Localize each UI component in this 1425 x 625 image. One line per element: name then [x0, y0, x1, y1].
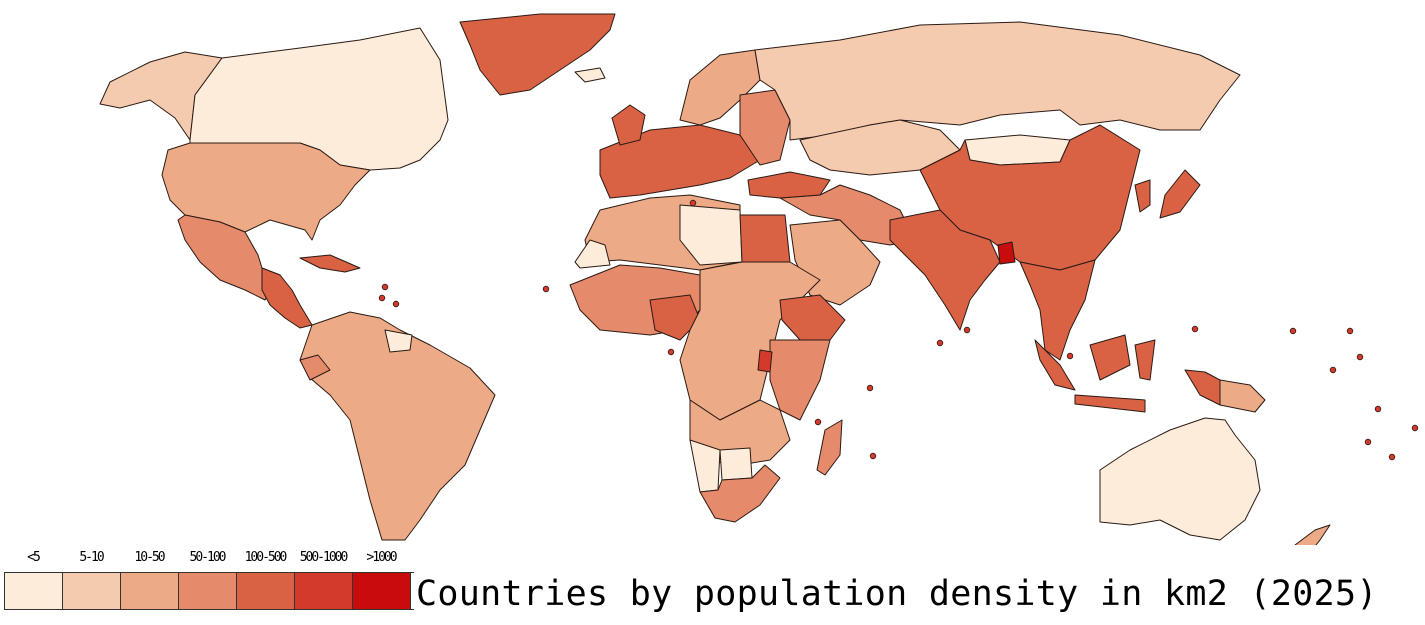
- island-dot: [1289, 327, 1297, 335]
- region-botswana: [719, 447, 753, 481]
- island-dot: [542, 285, 550, 293]
- region-mongolia: [964, 134, 1071, 166]
- legend-label-gt1000: >1000: [366, 550, 397, 565]
- region-east-africa: [769, 339, 831, 421]
- region-new-zealand: [1294, 524, 1331, 545]
- region-central-america: [261, 267, 313, 329]
- region-egypt: [739, 214, 791, 263]
- legend-label-10-50: 10-50: [134, 550, 165, 565]
- island-dot: [689, 199, 697, 207]
- region-bangladesh: [997, 241, 1016, 265]
- region-western-europe: [599, 124, 761, 199]
- region-southeast-asia: [1019, 259, 1096, 361]
- region-turkey: [747, 171, 831, 199]
- legend-swatch-lt5: [5, 573, 63, 609]
- island-dot: [381, 283, 389, 291]
- island-dot: [1364, 438, 1372, 446]
- legend-label-100-500: 100-500: [244, 550, 288, 565]
- region-mexico: [177, 214, 281, 301]
- region-australia: [1099, 417, 1261, 541]
- island-dot: [963, 326, 971, 334]
- legend-swatch-10-50: [121, 573, 179, 609]
- region-rwanda-and-burundi: [757, 349, 773, 373]
- region-iceland: [574, 67, 606, 83]
- world-map: [99, 13, 1419, 545]
- legend-swatch-50-100: [179, 573, 237, 609]
- island-dot: [936, 339, 944, 347]
- legend-swatch-500-1000: [295, 573, 353, 609]
- legend-swatch-gt1000: [353, 573, 411, 609]
- island-dot: [1329, 366, 1337, 374]
- island-dot: [1191, 325, 1199, 333]
- island-dot: [869, 452, 877, 460]
- island-dot: [866, 384, 874, 392]
- island-dot: [392, 300, 400, 308]
- region-united-states: [161, 142, 371, 241]
- island-dot: [1388, 453, 1396, 461]
- island-dot: [1066, 352, 1074, 360]
- legend-swatch-100-500: [237, 573, 295, 609]
- region-united-kingdom: [611, 104, 646, 146]
- region-south-america: [299, 311, 496, 541]
- island-dot: [1356, 353, 1364, 361]
- island-dot: [378, 294, 386, 302]
- island-dot: [1346, 327, 1354, 335]
- legend-swatch-5-10: [63, 573, 121, 609]
- legend-label-500-1000: 500-1000: [299, 550, 349, 565]
- legend-labels: <5 5-10 10-50 50-100 100-500 500-1000 >1…: [4, 548, 414, 572]
- region-papua-new-guinea: [1219, 379, 1266, 413]
- region-korea-and-japan: [1134, 169, 1201, 219]
- island-dot: [814, 418, 822, 426]
- region-india: [889, 209, 1001, 331]
- island-dot: [667, 348, 675, 356]
- region-south-africa: [699, 464, 781, 523]
- map-title: Countries by population density in km2 (…: [416, 574, 1378, 614]
- region-greenland: [459, 13, 616, 96]
- island-dot: [1374, 405, 1382, 413]
- region-canada: [189, 27, 449, 171]
- island-dot: [1411, 424, 1419, 432]
- legend-label-5-10: 5-10: [79, 550, 104, 565]
- legend: <5 5-10 10-50 50-100 100-500 500-1000 >1…: [4, 548, 414, 610]
- region-libya: [679, 204, 743, 266]
- region-ecuador: [299, 354, 331, 381]
- region-guianas: [384, 329, 413, 353]
- region-russia: [754, 21, 1241, 141]
- region-madagascar: [816, 419, 843, 476]
- legend-label-50-100: 50-100: [189, 550, 227, 565]
- legend-swatches: [4, 572, 414, 610]
- region-caribbean: [299, 254, 361, 273]
- region-western-sahara: [574, 239, 611, 269]
- legend-label-lt5: <5: [27, 550, 41, 565]
- region-indonesia: [1034, 334, 1221, 413]
